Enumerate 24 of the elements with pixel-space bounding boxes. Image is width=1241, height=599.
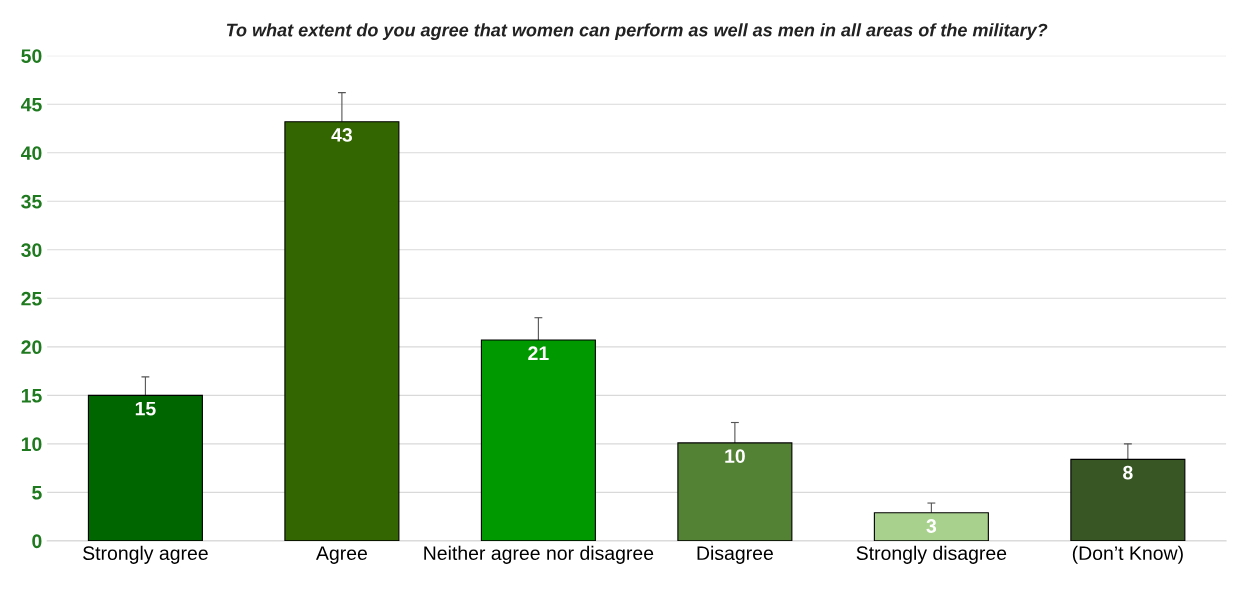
data-label: 8 xyxy=(1123,465,1133,480)
data-label: 3 xyxy=(926,519,937,533)
y-tick-label: 30 xyxy=(21,243,42,258)
y-tick-label: 45 xyxy=(20,97,42,112)
y-tick-label: 50 xyxy=(21,49,42,63)
y-tick-label: 15 xyxy=(21,389,42,403)
x-tick-label: Strongly agree xyxy=(83,545,208,564)
x-tick-label: Strongly disagree xyxy=(856,545,1007,564)
x-tick-label: Neither agree nor disagree xyxy=(424,545,654,564)
x-tick-label: (Don’t Know) xyxy=(1072,545,1183,564)
y-tick-label: 25 xyxy=(21,291,42,306)
x-tick-label: Agree xyxy=(315,546,367,564)
y-tick-label: 35 xyxy=(21,194,42,209)
y-tick-label: 5 xyxy=(32,486,42,500)
chart-title: To what extent do you agree that women can perform as well as men in all areas of the military? xyxy=(226,23,1048,41)
y-tick-label: 10 xyxy=(21,437,42,452)
data-label: 43 xyxy=(331,128,353,142)
data-label: 10 xyxy=(725,449,745,463)
y-tick-label: 0 xyxy=(32,534,42,549)
y-tick-label: 40 xyxy=(20,146,42,160)
data-label: 15 xyxy=(135,401,156,416)
x-tick-label: Disagree xyxy=(697,545,773,564)
data-label: 21 xyxy=(528,346,549,360)
y-tick-label: 20 xyxy=(21,340,42,355)
